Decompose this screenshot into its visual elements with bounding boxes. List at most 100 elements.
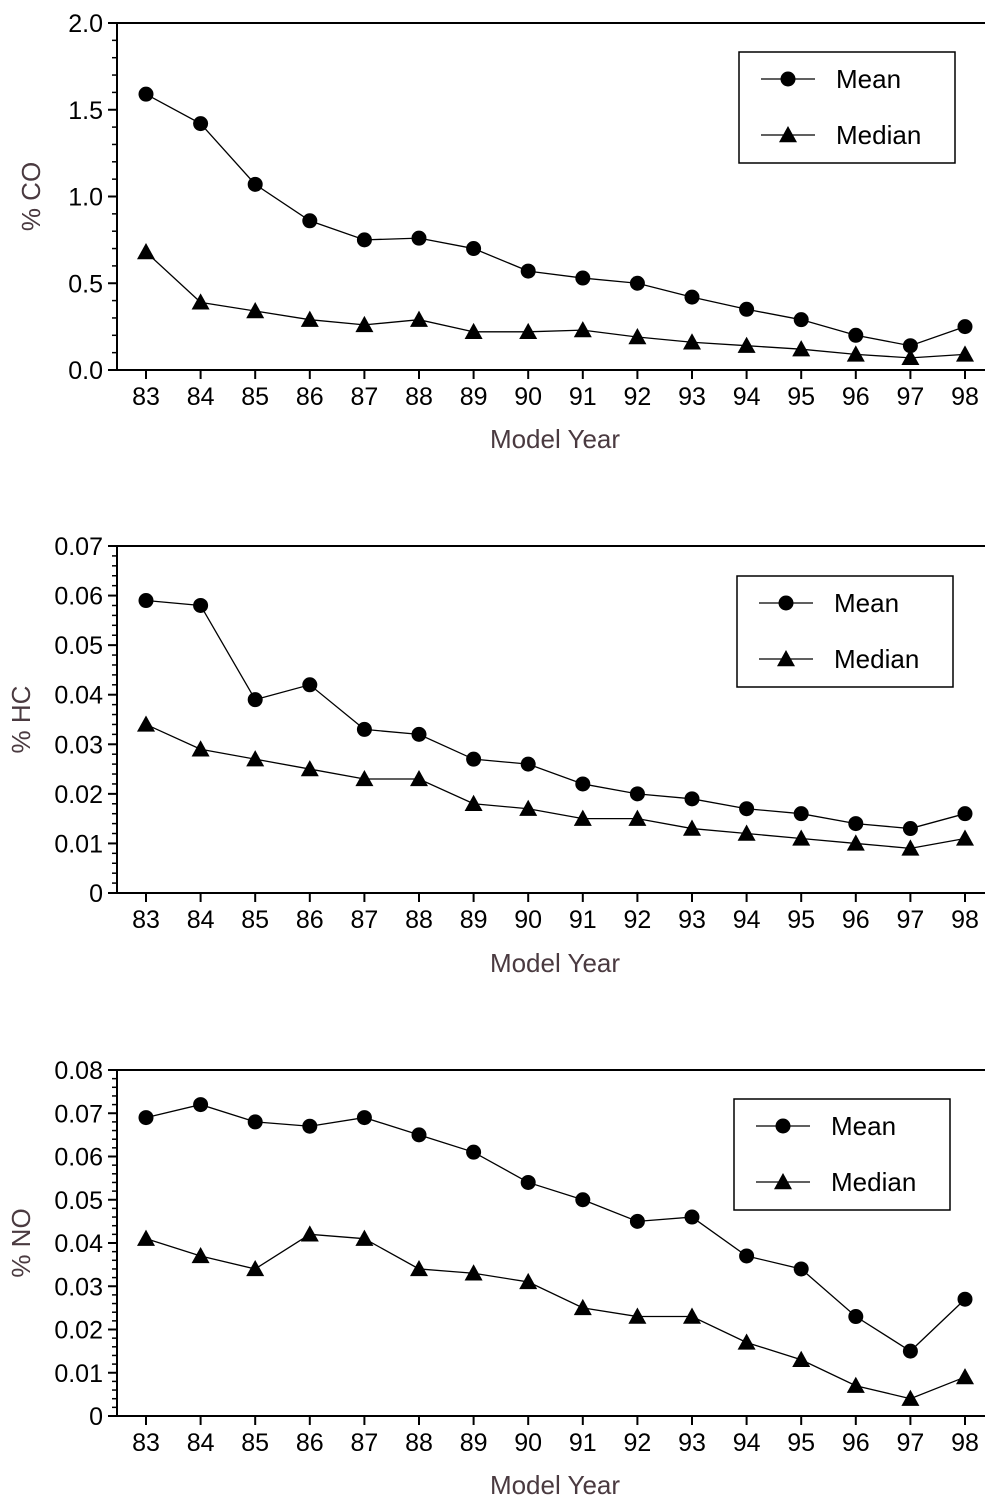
median-point [191,1246,210,1264]
median-point [737,1333,756,1350]
x-tick-label: 93 [678,383,706,411]
x-tick-label: 83 [132,1429,160,1457]
x-tick-label: 96 [842,1429,870,1457]
x-tick-label: 95 [787,906,815,934]
y-tick-label: 0 [89,1403,103,1431]
mean-point [739,301,755,317]
y-axis-label: % CO [16,162,46,231]
x-tick-label: 84 [187,383,215,411]
y-axis-label: % NO [6,1208,36,1277]
legend-median-label: Median [836,120,921,150]
y-tick-label: 0.02 [54,1317,103,1345]
x-tick-label: 87 [350,906,378,934]
mean-point [739,801,755,817]
chart-hc: 0 0.01 0.02 0.03 0.04 0.05 0.06 0.07 83 84 85 86 87 8… [6,533,985,978]
mean-point [520,263,536,279]
mean-point [739,1248,755,1264]
x-tick-label: 90 [514,383,542,411]
legend: Mean Median [733,1098,951,1211]
legend-mean-label: Mean [836,64,901,94]
median-point [355,315,374,333]
mean-point [193,1097,209,1113]
mean-point [902,821,918,837]
legend-mean-label: Mean [834,588,899,618]
mean-point [848,816,864,832]
x-tick-label: 93 [678,1429,706,1457]
mean-point [957,1291,973,1307]
chart-no: 0 0.01 0.02 0.03 0.04 0.05 0.06 0.07 0.08 83 84 85 8… [6,1057,985,1500]
legend-mean-marker [775,1118,791,1134]
mean-point [520,756,536,772]
mean-point [247,1114,263,1130]
y-tick-label: 0.03 [54,1273,103,1301]
y-tick-label: 0.05 [54,1187,103,1215]
median-point [792,340,811,357]
median-point [191,740,210,757]
legend: Mean Median [736,575,954,688]
x-tick-label: 85 [241,906,269,934]
median-point [410,310,428,327]
mean-point [466,241,482,257]
x-tick-label: 94 [733,906,761,934]
mean-point [411,726,427,742]
x-tick-label: 90 [514,906,542,934]
x-tick-label: 86 [296,906,324,934]
median-point [137,243,155,260]
x-tick-label: 87 [350,383,378,411]
median-point [737,336,756,353]
legend: Mean Median [738,51,956,164]
median-point [737,824,756,841]
legend-mean-marker [778,595,794,611]
mean-point [902,338,918,354]
mean-point [629,275,645,291]
legend-box [738,51,956,164]
legend-median-marker [777,650,795,667]
x-tick-label: 90 [514,1429,542,1457]
mean-point [247,176,263,192]
median-point [628,809,647,826]
mean-point [793,1261,809,1277]
mean-point [138,593,154,609]
median-point [846,1376,865,1393]
median-point [956,1368,974,1385]
mean-point [575,1192,591,1208]
x-tick-label: 98 [951,383,979,411]
y-tick-label: 0.07 [54,533,103,561]
median-point [137,715,155,732]
mean-point [411,230,427,246]
mean-point [575,776,591,792]
x-tick-label: 83 [132,383,160,411]
mean-point [302,677,318,693]
median-point [300,310,319,327]
x-tick-label: 84 [187,1429,215,1457]
x-tick-label: 98 [951,906,979,934]
x-tick-label: 89 [460,1429,488,1457]
y-tick-label: 0.05 [54,632,103,660]
y-tick-label: 0.06 [54,583,103,611]
legend-median-marker [779,126,797,143]
x-tick-label: 83 [132,906,160,934]
y-tick-label: 0.5 [68,270,103,298]
median-point [846,834,865,851]
mean-point [356,1110,372,1126]
y-tick-label: 1.5 [68,97,103,125]
x-tick-label: 95 [787,1429,815,1457]
median-point [300,1225,319,1242]
legend-box [736,575,954,688]
mean-point [193,116,209,132]
x-tick-label: 86 [296,383,324,411]
y-tick-label: 0 [89,880,103,908]
mean-point [848,1309,864,1325]
median-point [246,1259,265,1277]
median-point [901,1389,920,1406]
mean-point [793,806,809,822]
chart-co: 0.0 0.5 1.0 1.5 2.0 83 84 85 86 87 88 89 90 91 92 93 94 9… [16,10,985,454]
median-point [300,760,319,777]
median-point [901,839,920,856]
mean-point [684,1209,700,1225]
y-tick-label: 0.04 [54,1230,103,1258]
x-tick-label: 91 [569,906,597,934]
y-tick-label: 0.06 [54,1144,103,1172]
mean-point [848,327,864,343]
